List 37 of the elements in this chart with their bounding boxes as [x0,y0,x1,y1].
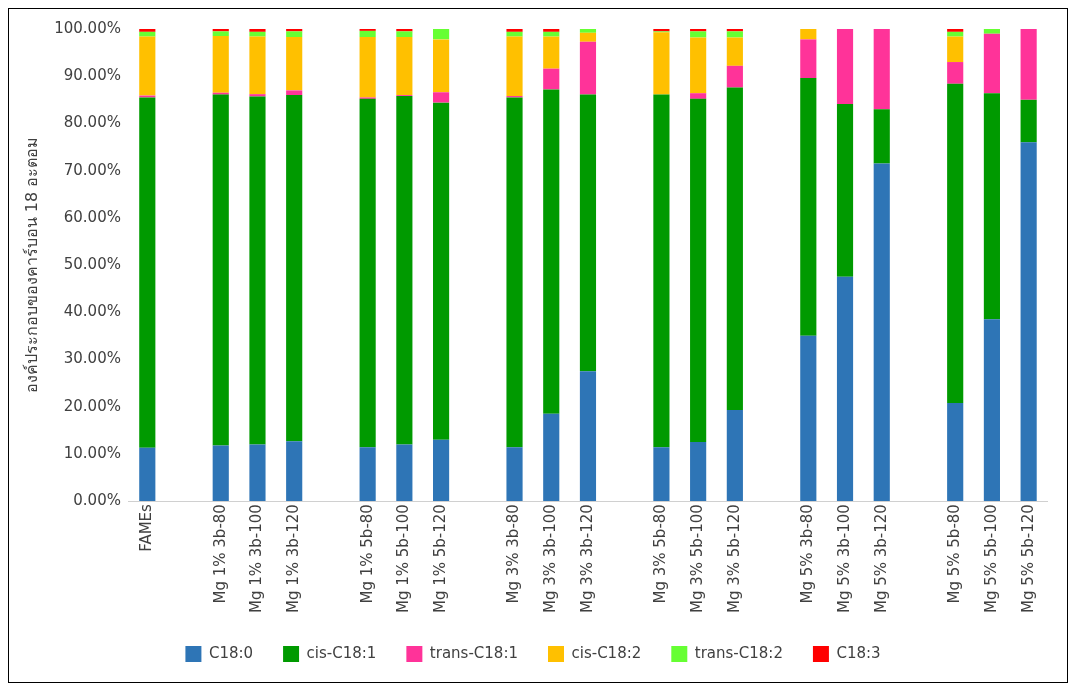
x-tick-label: Mg 3% 3b-80 [504,504,523,604]
y-tick-label: 50.00% [63,254,121,273]
x-tick-label: Mg 5% 3b-80 [798,504,817,604]
x-tick-label: Mg 1% 3b-100 [247,504,266,613]
x-tick-label: Mg 3% 3b-120 [577,504,596,613]
y-tick-label: 80.00% [63,113,121,132]
x-tick-label: FAMEs [137,503,156,552]
y-tick-label: 60.00% [63,207,121,226]
y-tick-label: 10.00% [63,443,121,462]
x-tick-label: Mg 1% 3b-120 [284,504,303,613]
x-tick-label: Mg 3% 5b-100 [688,504,707,613]
y-tick-label: 0.00% [73,490,121,509]
x-tick-label: Mg 3% 3b-100 [541,504,560,613]
x-tick-label: Mg 1% 5b-120 [430,504,449,613]
y-tick-label: 90.00% [63,66,121,85]
x-tick-label: Mg 5% 5b-120 [1018,504,1037,613]
x-tick-label: Mg 1% 3b-80 [210,504,229,604]
x-tick-label: Mg 5% 3b-120 [871,504,890,613]
legend-label: C18:0 [208,643,254,662]
legend-label: C18:3 [836,643,881,662]
x-tick-label: Mg 5% 5b-100 [981,504,1000,613]
y-tick-label: 40.00% [63,302,121,321]
x-tick-label: Mg 3% 5b-120 [724,504,743,613]
legend-label: cis-C18:2 [571,643,642,662]
y-tick-label: 100.00% [54,18,121,37]
y-axis-title: องค์ประกอบของคาร์บอน 18 อะตอม [21,136,41,394]
x-tick-label: Mg 1% 5b-100 [394,504,413,613]
y-tick-label: 70.00% [63,160,121,179]
x-tick-label: Mg 3% 5b-80 [651,504,670,604]
legend-label: trans-C18:2 [694,643,783,662]
x-tick-label: Mg 5% 3b-100 [834,504,853,613]
y-tick-label: 30.00% [63,349,121,368]
y-tick-label: 20.00% [63,396,121,415]
x-tick-label: Mg 5% 5b-80 [945,504,964,604]
legend-label: cis-C18:1 [306,643,377,662]
x-tick-label: Mg 1% 5b-80 [357,504,376,604]
legend-label: trans-C18:1 [429,643,519,662]
